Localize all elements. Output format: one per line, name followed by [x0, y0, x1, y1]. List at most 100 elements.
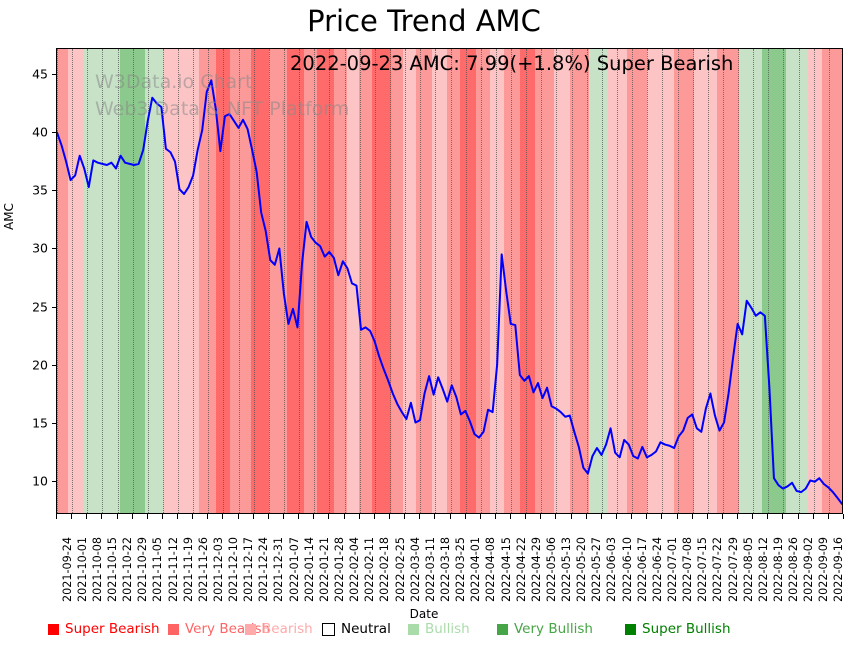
x-axis-tick-label: 2022-02-04: [348, 536, 362, 602]
current-value-annotation: 2022-09-23 AMC: 7.99(+1.8%) Super Bearis…: [290, 52, 734, 75]
x-axis-tick-mark: [116, 514, 118, 519]
x-axis-tick-mark: [706, 514, 708, 519]
gridline-vertical: [359, 49, 361, 513]
gridline-vertical: [495, 49, 497, 513]
x-axis-label: Date: [409, 607, 439, 621]
y-axis-tick-mark: [51, 190, 56, 192]
x-axis-tick-mark: [752, 514, 754, 519]
legend-label: Super Bearish: [65, 621, 160, 637]
x-axis-tick-mark: [131, 514, 133, 519]
x-axis-tick-label: 2022-01-14: [302, 536, 316, 602]
y-axis-tick-label: 15: [32, 415, 48, 431]
y-axis-tick-label: 10: [32, 473, 48, 489]
gridline-vertical: [798, 49, 800, 513]
gridline-vertical: [662, 49, 664, 513]
x-axis-tick-label: 2021-11-05: [151, 536, 165, 602]
sentiment-band-very-bullish: [119, 49, 146, 513]
x-axis-tick-label: 2021-12-17: [242, 536, 256, 602]
sentiment-band-very-bearish: [716, 49, 739, 513]
x-axis-tick-label: 2022-03-11: [423, 536, 437, 602]
x-axis-tick-label: 2021-11-26: [196, 536, 210, 602]
x-axis-tick-label: 2022-02-25: [393, 536, 407, 602]
x-axis-tick-label: 2022-07-08: [681, 536, 695, 602]
x-axis-tick-mark: [267, 514, 269, 519]
sentiment-band-very-bullish: [762, 49, 786, 513]
sentiment-band-very-bearish: [626, 49, 648, 513]
gridline-vertical: [450, 49, 452, 513]
x-axis-tick-label: 2022-07-22: [711, 536, 725, 602]
gridline-vertical: [268, 49, 270, 513]
x-axis-tick-label: 2022-01-28: [333, 536, 347, 602]
gridline-vertical: [102, 49, 104, 513]
x-axis-tick-mark: [192, 514, 194, 519]
gridline-vertical: [389, 49, 391, 513]
gridline-vertical: [511, 49, 513, 513]
sentiment-band-very-bearish: [415, 49, 432, 513]
legend-item-neutral[interactable]: Neutral: [322, 618, 391, 640]
x-axis-tick-mark: [56, 514, 57, 519]
sentiment-band-super-bearish: [459, 49, 476, 513]
x-axis-tick-label: 2021-12-24: [257, 536, 271, 602]
legend-item-bullish[interactable]: Bullish: [408, 618, 470, 640]
sentiment-band-bearish: [403, 49, 416, 513]
legend-item-super-bearish[interactable]: Super Bearish: [48, 618, 160, 640]
legend-item-super-bullish[interactable]: Super Bullish: [625, 618, 731, 640]
x-axis-tick-mark: [404, 514, 406, 519]
gridline-vertical: [813, 49, 815, 513]
y-axis-tick-label: 45: [32, 66, 48, 82]
x-axis-tick-mark: [540, 514, 542, 519]
gridline-vertical: [87, 49, 89, 513]
x-axis-tick-mark: [464, 514, 466, 519]
x-axis-tick-mark: [237, 514, 239, 519]
y-axis-tick-mark: [51, 131, 56, 133]
x-axis-tick-mark: [358, 514, 360, 519]
x-axis-tick-label: 2021-11-12: [166, 536, 180, 602]
x-axis-tick-mark: [343, 514, 345, 519]
x-axis-tick-mark: [510, 514, 512, 519]
legend-swatch-icon: [322, 622, 335, 636]
x-axis-tick-label: 2022-05-27: [590, 536, 604, 602]
legend-item-bearish[interactable]: Bearish: [245, 618, 313, 640]
legend-item-very-bullish[interactable]: Very Bullish: [497, 618, 593, 640]
x-axis-tick-mark: [525, 514, 527, 519]
x-axis-tick-mark: [313, 514, 315, 519]
x-axis-tick-label: 2022-09-16: [832, 536, 846, 602]
legend-swatch-icon: [168, 623, 179, 635]
gridline-vertical: [132, 49, 134, 513]
y-axis-tick-mark: [51, 248, 56, 250]
x-axis-tick-mark: [449, 514, 451, 519]
x-axis-tick-label: 2022-06-17: [635, 536, 649, 602]
x-axis-tick-label: 2022-03-04: [408, 536, 422, 602]
x-axis-tick-mark: [843, 514, 844, 519]
legend-swatch-icon: [497, 623, 508, 635]
x-axis-tick-label: 2022-09-02: [802, 536, 816, 602]
x-axis-tick-mark: [146, 514, 148, 519]
x-axis-tick-mark: [615, 514, 617, 519]
gridline-vertical: [586, 49, 588, 513]
sentiment-band-bullish: [589, 49, 608, 513]
sentiment-band-very-bearish: [57, 49, 69, 513]
gridline-vertical: [753, 49, 755, 513]
sentiment-band-bullish: [738, 49, 763, 513]
gridline-vertical: [647, 49, 649, 513]
gridline-vertical: [616, 49, 618, 513]
y-axis-ticks: 10 15 20 25 30 35 40 45: [0, 48, 56, 514]
gridline-vertical: [783, 49, 785, 513]
gridline-vertical: [344, 49, 346, 513]
x-axis-tick-label: 2022-05-20: [575, 536, 589, 602]
sentiment-band-layer: [57, 49, 842, 513]
x-axis-tick-mark: [494, 514, 496, 519]
x-axis-tick-label: 2022-03-25: [454, 536, 468, 602]
sentiment-band-bullish: [83, 49, 120, 513]
x-axis-tick-label: 2021-10-15: [106, 536, 119, 602]
x-axis-tick-mark: [222, 514, 224, 519]
gridline-vertical: [329, 49, 331, 513]
y-axis-tick-mark: [51, 481, 56, 483]
plot-area[interactable]: W3Data.io Chart Web3 Data & NFT Platform: [56, 48, 843, 514]
x-axis-tick-label: 2022-04-08: [484, 536, 498, 602]
x-axis-tick-mark: [388, 514, 390, 519]
gridline-vertical: [677, 49, 679, 513]
sentiment-band-bearish: [164, 49, 199, 513]
x-axis-tick-label: 2022-06-24: [650, 536, 664, 602]
y-axis-tick-label: 40: [32, 124, 48, 140]
